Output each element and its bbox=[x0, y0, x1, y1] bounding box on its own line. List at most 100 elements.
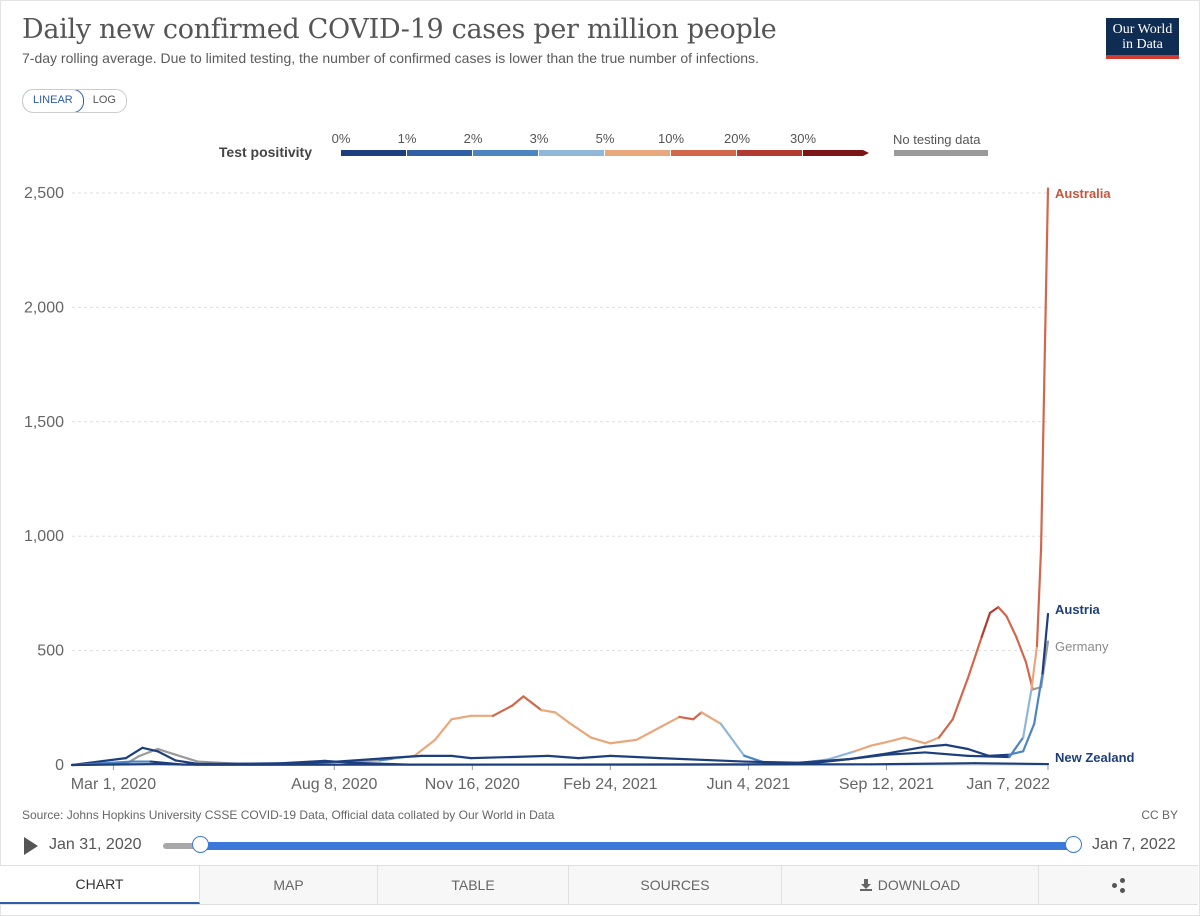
tab-table[interactable]: TABLE bbox=[378, 866, 569, 904]
legend-bin-label: 3% bbox=[530, 131, 549, 146]
series-new-zealand[interactable] bbox=[70, 762, 1050, 767]
series-label-germany[interactable]: Germany bbox=[1055, 639, 1109, 654]
owid-logo[interactable]: Our World in Data bbox=[1106, 18, 1179, 59]
series-segment bbox=[944, 743, 970, 751]
chart-subtitle: 7-day rolling average. Due to limited te… bbox=[22, 50, 759, 66]
download-icon bbox=[859, 879, 872, 891]
scale-toggle: LINEAR LOG bbox=[22, 89, 127, 113]
series-germany[interactable] bbox=[70, 606, 1050, 767]
series-segment bbox=[924, 743, 947, 748]
series-segment bbox=[973, 762, 1050, 766]
series-segment bbox=[469, 755, 514, 760]
x-tick-label: Aug 8, 2020 bbox=[291, 776, 377, 793]
bottom-tab-bar: CHART MAP TABLE SOURCES DOWNLOAD bbox=[0, 865, 1198, 905]
series-segment bbox=[885, 751, 927, 756]
series-segment bbox=[951, 676, 970, 721]
series-label-new-zealand[interactable]: New Zealand bbox=[1055, 750, 1135, 765]
series-label-austria[interactable]: Austria bbox=[1055, 602, 1101, 617]
series-segment bbox=[658, 715, 681, 729]
timeline-track[interactable] bbox=[163, 843, 201, 849]
log-scale-button[interactable]: LOG bbox=[92, 94, 116, 106]
series-segment bbox=[1008, 736, 1025, 759]
series-segment bbox=[924, 736, 941, 745]
series-segment bbox=[450, 714, 473, 721]
x-tick-label: Sep 12, 2021 bbox=[839, 776, 934, 793]
series-segment bbox=[511, 695, 525, 707]
series-lines bbox=[70, 187, 1050, 767]
y-tick-label: 0 bbox=[55, 757, 64, 774]
tab-map[interactable]: MAP bbox=[200, 866, 378, 904]
timeline-start-handle[interactable] bbox=[192, 836, 209, 853]
series-segment bbox=[692, 711, 703, 721]
legend-bin-swatch[interactable] bbox=[605, 150, 670, 156]
x-tick-label: Jan 7, 2022 bbox=[966, 776, 1050, 793]
series-segment bbox=[491, 704, 514, 717]
series-segment bbox=[1022, 688, 1033, 739]
series-segment bbox=[124, 746, 144, 760]
logo-line-2: in Data bbox=[1122, 37, 1163, 52]
tab-sources[interactable]: SOURCES bbox=[569, 866, 782, 904]
share-icon bbox=[1111, 878, 1126, 893]
tab-download[interactable]: DOWNLOAD bbox=[782, 866, 1039, 904]
series-segment bbox=[980, 611, 992, 638]
line-chart: Test positivity 0% 1% 2% 3% 5% 10% 20% 30% No te… bbox=[24, 131, 1135, 793]
timeline-end-date: Jan 7, 2022 bbox=[1092, 836, 1176, 853]
series-segment bbox=[870, 762, 976, 766]
legend-bin-swatch[interactable] bbox=[671, 150, 736, 156]
source-note: Source: Johns Hopkins University CSSE CO… bbox=[22, 808, 555, 822]
play-icon[interactable] bbox=[24, 837, 38, 855]
series-austria[interactable] bbox=[70, 612, 1050, 767]
tab-chart-label: CHART bbox=[75, 876, 124, 892]
series-segment bbox=[966, 754, 1011, 759]
linear-scale-button[interactable]: LINEAR bbox=[22, 90, 84, 112]
series-segment bbox=[1035, 546, 1043, 648]
legend-bin-label: 2% bbox=[464, 131, 483, 146]
series-segment bbox=[511, 754, 550, 759]
series-label-australia[interactable]: Australia bbox=[1055, 186, 1111, 201]
series-segment bbox=[885, 736, 906, 744]
legend-bin-swatch[interactable] bbox=[737, 150, 802, 156]
tab-share[interactable] bbox=[1039, 866, 1198, 904]
legend-bin-swatch[interactable] bbox=[473, 150, 538, 156]
logo-line-1: Our World bbox=[1112, 22, 1173, 37]
series-segment bbox=[997, 606, 1008, 618]
legend-bin-label: 20% bbox=[724, 131, 750, 146]
y-tick-label: 2,500 bbox=[24, 185, 64, 202]
series-segment bbox=[635, 726, 662, 741]
series-segment bbox=[1022, 722, 1036, 753]
series-segment bbox=[903, 736, 927, 745]
series-australia[interactable] bbox=[70, 187, 1050, 767]
series-segment bbox=[885, 745, 927, 755]
license-link[interactable]: CC BY bbox=[1141, 808, 1178, 822]
legend-bin-swatch[interactable] bbox=[803, 150, 869, 156]
chart-title: Daily new confirmed COVID-19 cases per m… bbox=[22, 14, 777, 45]
series-segment bbox=[413, 738, 437, 757]
legend-bin-label: 30% bbox=[790, 131, 816, 146]
legend-bin-swatch[interactable] bbox=[341, 150, 406, 156]
series-segment bbox=[155, 762, 199, 766]
tab-chart[interactable]: CHART bbox=[0, 866, 200, 904]
legend-no-data-label: No testing data bbox=[893, 132, 981, 147]
test-positivity-legend: Test positivity 0% 1% 2% 3% 5% 10% 20% 30% No te… bbox=[219, 131, 988, 160]
timeline-selected-range[interactable] bbox=[200, 842, 1073, 850]
series-segment bbox=[577, 754, 612, 760]
legend-bin-label: 1% bbox=[398, 131, 417, 146]
series-segment bbox=[156, 750, 177, 762]
series-segment bbox=[547, 754, 580, 760]
series-segment bbox=[280, 759, 326, 765]
series-segment bbox=[335, 757, 388, 763]
series-segment bbox=[719, 722, 746, 757]
legend-bin-swatch[interactable] bbox=[539, 150, 604, 156]
series-segment bbox=[658, 757, 746, 763]
series-segment bbox=[1005, 615, 1018, 638]
series-segment bbox=[174, 753, 199, 763]
series-segment bbox=[1041, 612, 1050, 675]
legend-no-data-swatch[interactable] bbox=[894, 150, 988, 156]
series-segment bbox=[966, 747, 990, 757]
series-segment bbox=[609, 738, 638, 745]
y-tick-label: 1,000 bbox=[24, 528, 64, 545]
series-segment bbox=[678, 715, 695, 721]
timeline-end-handle[interactable] bbox=[1065, 836, 1082, 853]
series-segment bbox=[450, 754, 473, 760]
legend-bin-swatch[interactable] bbox=[407, 150, 472, 156]
